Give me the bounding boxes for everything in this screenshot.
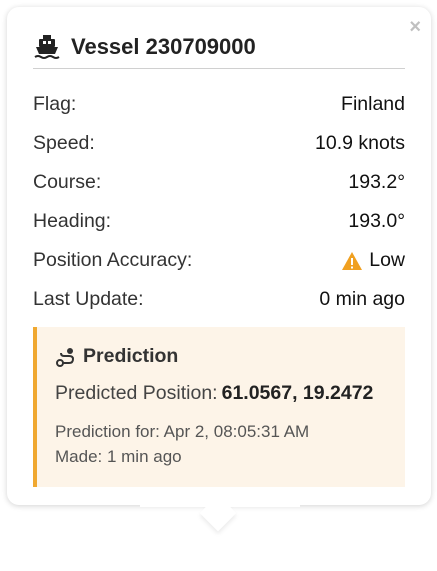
detail-row-speed: Speed: 10.9 knots [33, 124, 405, 163]
vessel-title: Vessel 230709000 [71, 34, 256, 60]
detail-label: Last Update: [33, 288, 144, 311]
warning-icon [341, 251, 363, 271]
detail-row-flag: Flag: Finland [33, 85, 405, 124]
prediction-made: Made: 1 min ago [55, 444, 405, 469]
prediction-box: Prediction Predicted Position: 61.0567, … [33, 327, 405, 487]
detail-row-last-update: Last Update: 0 min ago [33, 280, 405, 319]
detail-row-position-accuracy: Position Accuracy: Low [33, 241, 405, 280]
predicted-position-label: Predicted Position: [55, 382, 218, 405]
ship-icon [33, 33, 61, 61]
popup-header: Vessel 230709000 [33, 27, 256, 67]
detail-row-course: Course: 193.2° [33, 163, 405, 202]
predicted-position: Predicted Position: 61.0567, 19.2472 [55, 382, 405, 405]
detail-value: 193.2° [348, 171, 405, 194]
header-divider [33, 68, 405, 69]
vessel-details: Flag: Finland Speed: 10.9 knots Course: … [33, 85, 405, 319]
vessel-popup: × Vessel 230709000 Flag: Finland Speed: … [7, 7, 431, 505]
accuracy-value: Low [341, 249, 405, 272]
close-button[interactable]: × [409, 17, 421, 37]
route-icon [55, 346, 77, 368]
detail-value: 0 min ago [319, 288, 405, 311]
accuracy-text: Low [369, 249, 405, 272]
detail-label: Flag: [33, 93, 76, 116]
detail-label: Heading: [33, 210, 111, 233]
detail-value: 10.9 knots [315, 132, 405, 155]
detail-label: Position Accuracy: [33, 249, 192, 272]
predicted-position-value: 61.0567, 19.2472 [222, 382, 374, 405]
detail-label: Speed: [33, 132, 95, 155]
detail-label: Course: [33, 171, 101, 194]
prediction-for: Prediction for: Apr 2, 08:05:31 AM [55, 419, 405, 444]
popup-pointer-mask [140, 495, 300, 507]
prediction-header: Prediction [55, 345, 405, 368]
detail-row-heading: Heading: 193.0° [33, 202, 405, 241]
detail-value: 193.0° [348, 210, 405, 233]
prediction-meta: Prediction for: Apr 2, 08:05:31 AM Made:… [55, 419, 405, 469]
detail-value: Finland [341, 93, 405, 116]
prediction-title: Prediction [83, 345, 178, 368]
